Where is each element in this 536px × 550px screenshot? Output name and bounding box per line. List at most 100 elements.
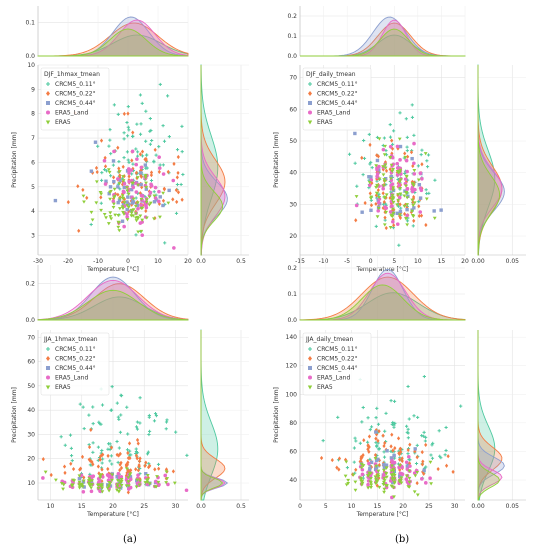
point-crcm5-022	[409, 150, 414, 155]
point-crcm5-011	[180, 124, 184, 128]
point-crcm5-011	[179, 182, 183, 187]
point-crcm5-022	[117, 166, 121, 171]
top-tick-label: 0.1	[287, 33, 297, 40]
point-crcm5-022	[368, 191, 372, 196]
point-crcm5-022	[403, 151, 407, 156]
point-crcm5-011	[406, 427, 410, 431]
point-crcm5-022	[397, 451, 401, 456]
point-crcm5-022	[176, 154, 180, 160]
point-crcm5-044	[143, 163, 148, 167]
point-era5-land	[100, 475, 105, 479]
point-crcm5-022	[153, 467, 157, 472]
point-era5	[122, 201, 127, 205]
point-era5	[415, 470, 420, 475]
point-era5	[412, 169, 417, 173]
point-crcm5-044	[413, 447, 417, 451]
point-era5	[411, 203, 416, 208]
point-crcm5-011	[147, 432, 151, 437]
point-crcm5-011	[369, 198, 373, 202]
point-era5-land	[140, 233, 145, 237]
point-crcm5-022	[420, 462, 425, 467]
point-crcm5-011	[134, 147, 138, 151]
point-era5-land	[134, 190, 139, 194]
point-era5	[428, 460, 433, 464]
point-crcm5-022	[354, 218, 358, 223]
point-crcm5-022	[78, 466, 83, 471]
point-era5-land	[116, 471, 121, 476]
point-era5-land	[135, 157, 139, 161]
point-crcm5-044	[126, 195, 130, 199]
point-era5	[384, 484, 388, 488]
point-era5	[135, 201, 140, 205]
point-crcm5-011	[391, 420, 395, 425]
point-era5-land	[112, 149, 116, 154]
point-era5-land	[418, 171, 423, 175]
point-era5	[397, 137, 402, 141]
point-crcm5-011	[425, 165, 430, 169]
point-crcm5-022	[89, 427, 93, 432]
point-crcm5-011	[125, 134, 130, 138]
point-crcm5-011	[153, 412, 158, 416]
point-crcm5-022	[388, 195, 392, 201]
point-crcm5-011	[345, 465, 350, 470]
point-crcm5-011	[116, 415, 120, 419]
point-era5	[405, 223, 410, 227]
point-crcm5-022	[63, 470, 67, 475]
point-era5-land	[111, 199, 116, 204]
point-era5	[389, 177, 393, 181]
legend-marker	[46, 356, 50, 361]
point-crcm5-011	[406, 436, 410, 440]
point-era5	[109, 217, 114, 221]
point-crcm5-011	[444, 448, 448, 453]
legend-label: ERA5_Land	[55, 375, 88, 382]
point-crcm5-044	[131, 200, 136, 204]
point-crcm5-044	[120, 219, 125, 223]
right-tick-label: 0.5	[236, 503, 246, 510]
point-era5	[397, 180, 402, 184]
point-crcm5-022	[374, 432, 379, 437]
point-era5-land	[390, 459, 394, 463]
point-crcm5-011	[152, 190, 156, 194]
point-crcm5-022	[375, 483, 379, 488]
point-crcm5-011	[127, 160, 131, 165]
point-era5	[410, 209, 414, 213]
point-crcm5-022	[417, 204, 421, 209]
point-era5	[369, 477, 373, 481]
legend-label: CRCM5_0.22°	[317, 356, 358, 363]
point-crcm5-044	[367, 175, 371, 179]
point-era5-land	[428, 476, 432, 481]
x-tick-label: -20	[63, 258, 73, 265]
point-crcm5-022	[99, 195, 103, 200]
point-era5	[100, 486, 105, 490]
point-crcm5-011	[165, 418, 169, 422]
point-era5	[410, 198, 415, 202]
point-era5	[94, 201, 99, 205]
point-era5	[404, 184, 408, 188]
legend-label: CRCM5_0.44°	[317, 365, 358, 372]
point-era5	[134, 219, 139, 223]
point-crcm5-044	[125, 207, 129, 212]
point-crcm5-044	[53, 198, 58, 203]
point-crcm5-011	[362, 138, 366, 143]
point-era5	[116, 213, 121, 218]
point-era5	[359, 483, 364, 487]
point-era5	[121, 210, 125, 215]
point-crcm5-011	[368, 428, 372, 432]
point-crcm5-011	[91, 422, 95, 426]
legend-label: CRCM5_0.11°	[317, 346, 358, 353]
right-density-curve	[200, 330, 224, 501]
x-axis-label: Temperature [°C]	[356, 266, 409, 273]
point-crcm5-022	[143, 463, 147, 468]
point-era5	[389, 214, 394, 218]
point-crcm5-011	[138, 93, 143, 97]
point-crcm5-011	[422, 374, 426, 379]
point-crcm5-011	[406, 384, 410, 389]
point-era5-land	[156, 199, 161, 204]
point-crcm5-044	[139, 182, 143, 187]
point-crcm5-022	[420, 450, 424, 455]
point-era5	[382, 476, 387, 481]
point-crcm5-011	[389, 399, 393, 403]
right-marginal: 0.00 0.05	[471, 64, 526, 265]
right-marginal: 0.00 0.05	[471, 330, 526, 510]
point-era5	[166, 201, 171, 205]
